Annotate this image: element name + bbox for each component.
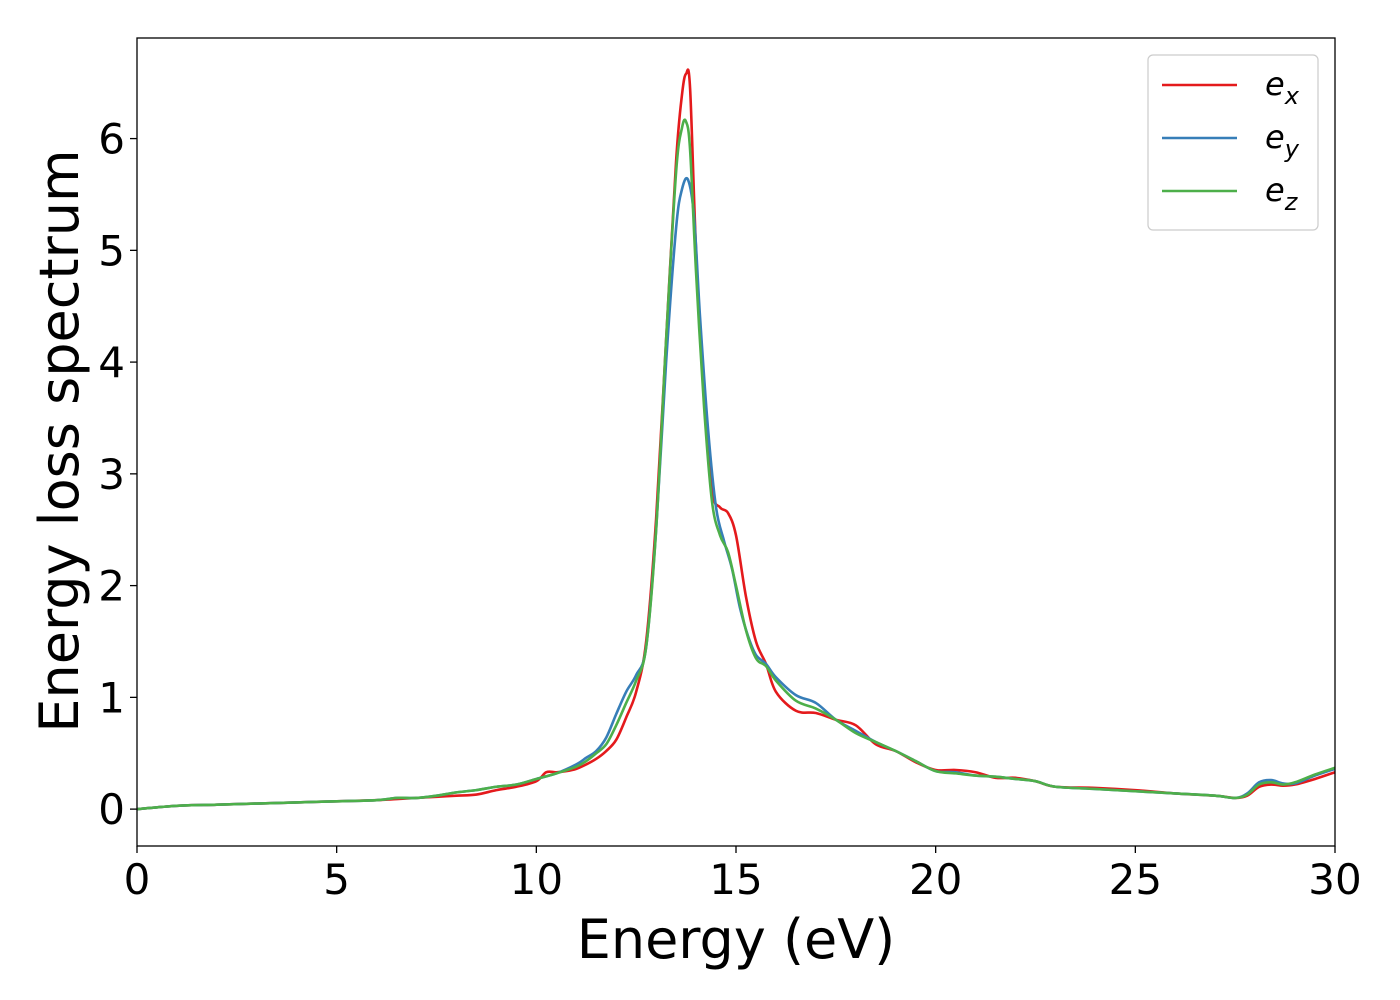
y-tick-label: 1 [98,673,125,722]
legend-label-ey: ey [1265,118,1300,163]
y-tick-label: 2 [98,562,125,611]
y-tick-label: 5 [98,226,125,275]
x-axis: 0 5 10 15 20 25 30 [124,846,1362,904]
plot-area [137,68,1335,811]
x-tick-label: 15 [709,855,762,904]
x-tick-label: 30 [1308,855,1361,904]
plot-frame [136,37,1336,847]
y-axis-label: Energy loss spectrum [28,149,91,732]
legend-label-ex: ex [1265,65,1300,110]
y-tick-label: 6 [98,115,125,164]
y-axis: 0 1 2 3 4 5 6 [98,115,137,834]
series-line-ez [137,118,1335,811]
x-tick-label: 0 [124,855,151,904]
legend-box [1147,54,1319,231]
x-tick-label: 25 [1109,855,1162,904]
y-tick-label: 4 [98,338,125,387]
legend-label-ez: ez [1265,171,1299,216]
x-axis-label: Energy (eV) [577,908,896,971]
legend: ex ey ez [1147,54,1319,231]
y-tick-label: 3 [98,450,125,499]
y-tick-label: 0 [98,785,125,834]
x-tick-label: 20 [909,855,962,904]
x-tick-label: 10 [510,855,563,904]
x-tick-label: 5 [323,855,350,904]
series-line-ey [137,176,1335,811]
